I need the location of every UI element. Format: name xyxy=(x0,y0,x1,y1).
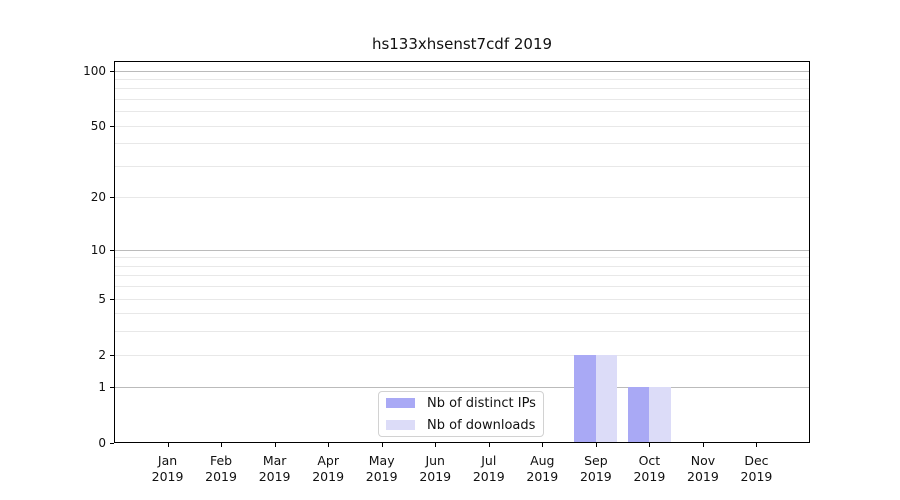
x-tick-label-nov-2019: Nov 2019 xyxy=(687,453,719,484)
gridline-minor-80 xyxy=(115,88,809,90)
x-tick-label-dec-2019: Dec 2019 xyxy=(740,453,773,484)
y-tick-10 xyxy=(110,250,114,251)
gridline-minor-3 xyxy=(115,331,809,333)
gridline-minor-90 xyxy=(115,79,809,81)
y-tick-label-10: 10 xyxy=(90,242,106,257)
legend-label-distinct-ips: Nb of distinct IPs xyxy=(427,395,536,411)
gridline-minor-70 xyxy=(115,99,809,101)
y-tick-label-0: 0 xyxy=(98,436,106,451)
gridline-minor-7 xyxy=(115,275,809,277)
gridline-minor-9 xyxy=(115,257,809,259)
x-tick-label-aug-2019: Aug 2019 xyxy=(526,453,559,484)
x-tick-dec-2019 xyxy=(756,443,758,447)
x-tick-jul-2019 xyxy=(488,443,490,447)
y-tick-5 xyxy=(110,299,114,300)
x-tick-nov-2019 xyxy=(702,443,704,447)
y-tick-label-2: 2 xyxy=(98,347,106,362)
gridline-minor-4 xyxy=(115,313,809,315)
x-tick-label-mar-2019: Mar 2019 xyxy=(258,453,291,484)
legend: Nb of distinct IPs Nb of downloads xyxy=(378,391,544,437)
y-tick-50 xyxy=(110,126,114,127)
gridline-minor-60 xyxy=(115,111,809,113)
bar-nb-of-downloads-sep-2019 xyxy=(595,354,618,442)
gridline-minor-40 xyxy=(115,143,809,145)
x-tick-jan-2019 xyxy=(167,443,169,447)
gridline-major-10 xyxy=(115,249,809,251)
x-tick-mar-2019 xyxy=(274,443,276,447)
gridline-minor-50 xyxy=(115,125,809,127)
y-tick-label-50: 50 xyxy=(90,118,106,133)
x-tick-sep-2019 xyxy=(595,443,597,447)
y-tick-label-5: 5 xyxy=(98,291,106,306)
x-tick-feb-2019 xyxy=(221,443,223,447)
gridline-major-100 xyxy=(115,70,809,72)
y-tick-label-100: 100 xyxy=(83,63,106,78)
legend-item-downloads: Nb of downloads xyxy=(386,416,543,435)
y-tick-label-1: 1 xyxy=(98,380,106,395)
legend-swatch-distinct-ips xyxy=(386,398,415,408)
y-tick-0 xyxy=(110,443,114,444)
x-tick-may-2019 xyxy=(381,443,383,447)
x-tick-label-jul-2019: Jul 2019 xyxy=(472,453,505,484)
x-tick-jun-2019 xyxy=(435,443,437,447)
plot-area xyxy=(114,61,810,443)
x-tick-aug-2019 xyxy=(542,443,544,447)
chart-title: hs133xhsenst7cdf 2019 xyxy=(371,35,553,53)
x-tick-label-sep-2019: Sep 2019 xyxy=(579,453,612,484)
gridline-major-1 xyxy=(115,387,809,389)
x-tick-label-jun-2019: Jun 2019 xyxy=(419,453,452,484)
x-tick-label-jan-2019: Jan 2019 xyxy=(151,453,184,484)
legend-item-distinct-ips: Nb of distinct IPs xyxy=(386,394,543,413)
x-tick-oct-2019 xyxy=(649,443,651,447)
bar-nb-of-distinct-ips-oct-2019 xyxy=(627,387,650,442)
y-tick-label-20: 20 xyxy=(90,190,106,205)
y-tick-100 xyxy=(110,71,114,72)
y-tick-20 xyxy=(110,197,114,198)
legend-swatch-downloads xyxy=(386,420,415,430)
x-tick-label-may-2019: May 2019 xyxy=(365,453,398,484)
bar-nb-of-distinct-ips-sep-2019 xyxy=(574,354,596,442)
gridline-minor-8 xyxy=(115,265,809,267)
x-tick-label-feb-2019: Feb 2019 xyxy=(205,453,237,484)
x-tick-label-oct-2019: Oct 2019 xyxy=(633,453,666,484)
gridline-minor-30 xyxy=(115,166,809,168)
legend-label-downloads: Nb of downloads xyxy=(427,417,536,433)
x-tick-label-apr-2019: Apr 2019 xyxy=(312,453,345,484)
gridline-minor-2 xyxy=(115,354,809,356)
gridline-minor-6 xyxy=(115,286,809,288)
gridline-minor-20 xyxy=(115,197,809,199)
y-tick-2 xyxy=(110,355,114,356)
x-tick-apr-2019 xyxy=(328,443,330,447)
y-tick-1 xyxy=(110,387,114,388)
gridline-minor-5 xyxy=(115,298,809,300)
bar-nb-of-downloads-oct-2019 xyxy=(649,387,671,442)
